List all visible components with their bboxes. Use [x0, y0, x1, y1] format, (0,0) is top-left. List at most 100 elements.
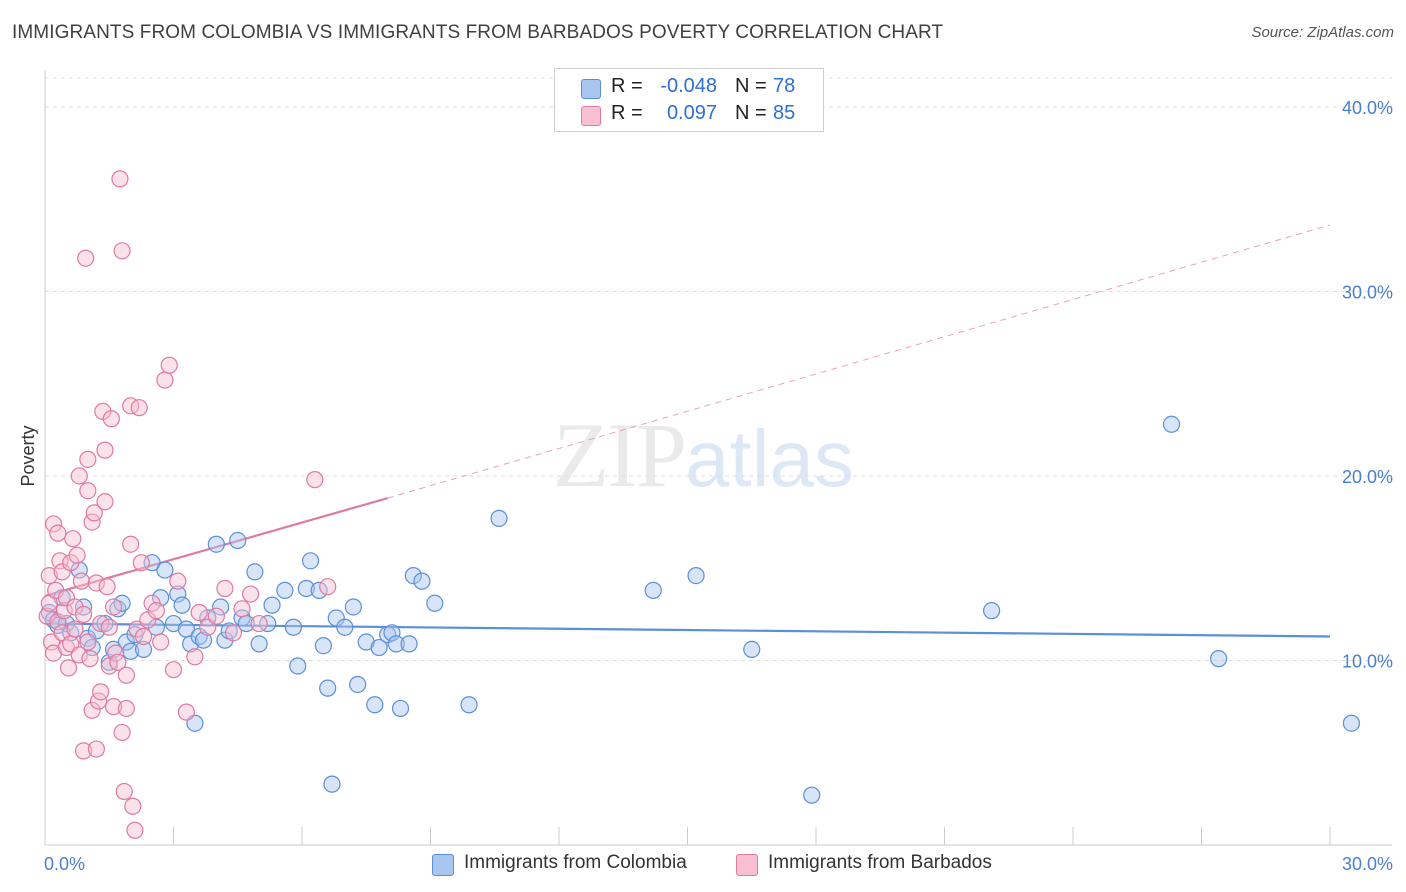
- barbados-point: [87, 740, 106, 758]
- colombia-point: [803, 786, 821, 804]
- barbados-point: [85, 504, 103, 522]
- colombia-point: [122, 642, 140, 660]
- barbados-point: [132, 554, 150, 572]
- r-label: R =: [611, 75, 643, 97]
- colombia-point: [743, 640, 761, 659]
- barbados-point: [139, 611, 157, 629]
- barbados-point: [124, 797, 142, 815]
- barbados-point: [92, 683, 110, 701]
- barbados-point: [147, 602, 165, 620]
- colombia-point: [207, 535, 225, 553]
- colombia-point: [336, 618, 354, 636]
- colombia-point: [113, 594, 131, 612]
- r-value: -0.048: [660, 75, 717, 97]
- barbados-point: [51, 552, 69, 570]
- colombia-point: [323, 775, 341, 793]
- colombia-point: [644, 581, 662, 599]
- barbados-point: [113, 723, 131, 742]
- barbados-point: [77, 249, 95, 267]
- barbados-point: [233, 600, 251, 618]
- colombia-trend-line: [44, 622, 1331, 638]
- colombia-point: [687, 566, 705, 585]
- colombia-point: [301, 552, 320, 570]
- barbados-point: [81, 650, 99, 668]
- barbados-point: [79, 482, 97, 500]
- colombia-point: [490, 509, 508, 527]
- barbados-point: [74, 605, 93, 623]
- x-tick-label: 0.0%: [44, 854, 85, 874]
- watermark-atlas: atlas: [685, 414, 854, 503]
- trend-lines: [44, 224, 1331, 638]
- barbados-trend-extension: [387, 224, 1331, 499]
- colombia-point: [156, 561, 174, 579]
- barbados-legend-icon: [736, 854, 758, 876]
- colombia-point: [263, 596, 281, 614]
- barbados-point: [156, 371, 174, 389]
- barbados-point: [224, 624, 243, 642]
- barbados-point: [87, 574, 106, 592]
- barbados-point: [130, 399, 148, 417]
- barbados-point: [216, 579, 234, 598]
- barbados-point: [49, 524, 67, 542]
- colombia-point: [152, 589, 170, 607]
- barbados-point: [134, 627, 153, 646]
- colombia-point: [134, 640, 153, 659]
- colombia-point: [246, 563, 264, 581]
- barbados-point: [70, 646, 88, 664]
- barbados-point: [113, 242, 131, 260]
- barbados-point: [152, 633, 170, 651]
- barbados-point: [100, 618, 118, 636]
- n-label: N =: [735, 75, 767, 97]
- barbados-point: [104, 698, 123, 716]
- barbados-point: [98, 578, 116, 596]
- barbados-point: [40, 566, 58, 585]
- colombia-point: [413, 572, 431, 590]
- colombia-point: [310, 581, 328, 599]
- barbados-point: [160, 356, 178, 374]
- colombia-point: [194, 631, 213, 649]
- barbados-point: [117, 699, 135, 718]
- colombia-point: [319, 679, 337, 697]
- barbados-point: [59, 659, 78, 677]
- barbados-point: [53, 563, 71, 581]
- tick-labels: 10.0% 20.0% 30.0% 40.0% 0.0% 30.0%: [44, 98, 1393, 874]
- legend-row-barbados: R = 0.097 N = 85: [555, 102, 823, 128]
- barbados-point: [44, 644, 63, 662]
- colombia-swatch-icon: [581, 79, 601, 99]
- barbados-point: [92, 614, 110, 633]
- colombia-point: [983, 602, 1001, 620]
- y-tick-label: 40.0%: [1342, 98, 1393, 118]
- barbados-point: [79, 450, 97, 468]
- colombia-point: [404, 566, 422, 585]
- barbados-point: [57, 589, 76, 607]
- barbados-point: [126, 821, 144, 839]
- barbados-point: [66, 620, 84, 638]
- n-value: 85: [773, 102, 796, 124]
- colombia-point: [229, 531, 247, 550]
- chart-source: Source: ZipAtlas.com: [1251, 24, 1394, 41]
- colombia-point: [164, 614, 183, 633]
- colombia-point: [1162, 415, 1181, 433]
- barbados-point: [83, 701, 101, 719]
- colombia-legend-icon: [432, 854, 454, 876]
- r-label: R =: [611, 102, 643, 124]
- barbados-point: [250, 614, 268, 633]
- barbados-point: [70, 467, 88, 485]
- colombia-point: [314, 637, 333, 655]
- colombia-point: [370, 638, 388, 657]
- barbados-point: [72, 572, 91, 590]
- colombia-point: [383, 624, 401, 642]
- r-value: 0.097: [666, 102, 717, 124]
- watermark-zip: ZIP: [553, 404, 687, 506]
- barbados-point: [55, 602, 73, 620]
- barbados-point: [74, 742, 93, 760]
- colombia-point: [169, 585, 187, 603]
- colombia-point: [387, 635, 405, 653]
- barbados-point: [122, 535, 140, 553]
- barbados-point: [319, 578, 337, 596]
- data-points: [38, 170, 1361, 839]
- barbados-point: [38, 607, 56, 625]
- barbados-point: [79, 633, 97, 651]
- barbados-point: [64, 530, 82, 548]
